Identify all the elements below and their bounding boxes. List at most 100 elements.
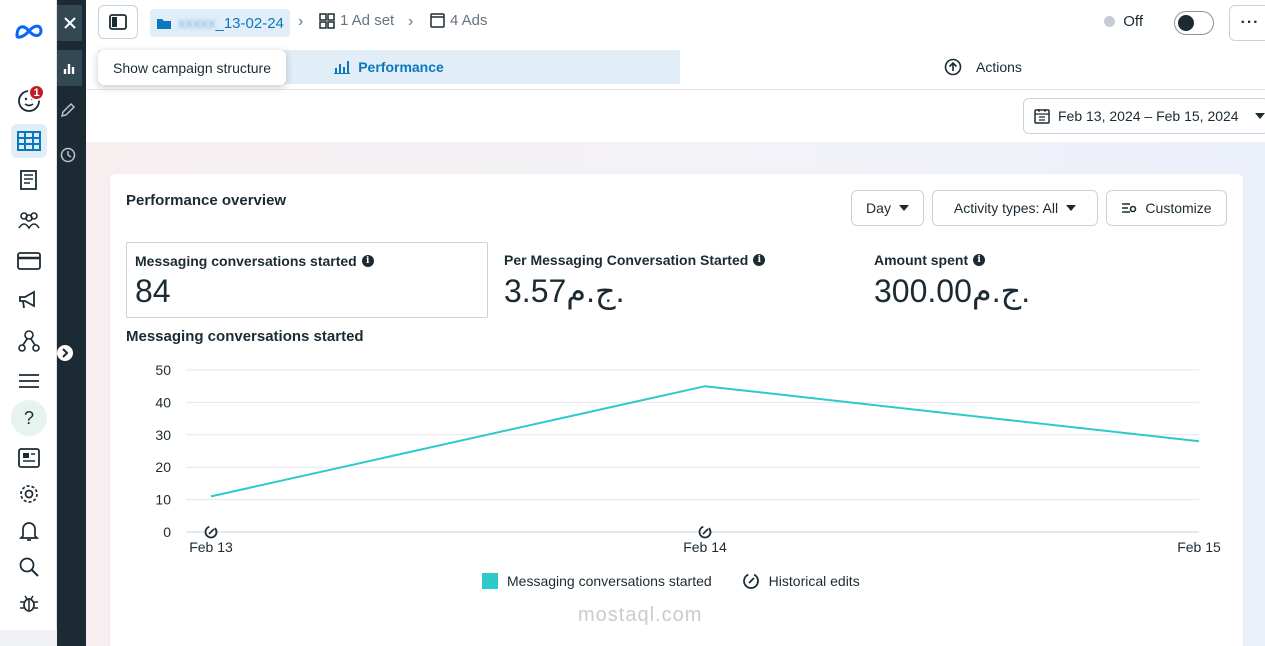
date-range-label: Feb 13, 2024 – Feb 15, 2024 [1058, 108, 1239, 124]
line-chart: 0 10 20 30 40 50 Feb 13 Feb 14 Feb 15 [155, 362, 1221, 555]
watermark: mostaql.com [578, 604, 703, 626]
bell-icon[interactable] [11, 514, 47, 548]
news-icon[interactable] [11, 441, 47, 475]
customize-icon [1122, 203, 1137, 213]
info-icon[interactable]: i [973, 254, 986, 266]
tab-performance-label: Performance [358, 59, 444, 75]
structure-tooltip: Show campaign structure [98, 50, 286, 85]
metric-label: Amount spent i [874, 252, 986, 268]
activity-types-label: Activity types: All [953, 200, 1059, 216]
close-icon [63, 17, 76, 29]
tab-actions-label: Actions [976, 59, 1022, 75]
x-tick-label: Feb 14 [683, 539, 727, 555]
legend-item-series[interactable]: Messaging conversations started [482, 573, 712, 589]
tab-actions[interactable]: Actions [944, 58, 1022, 76]
panel-left-icon [109, 14, 127, 30]
chevron-right-icon [62, 348, 69, 358]
calendar-icon [1034, 109, 1050, 124]
pencil-icon[interactable] [57, 99, 79, 121]
date-row: Feb 13, 2024 – Feb 15, 2024 [86, 90, 1265, 142]
metric-label-text: Per Messaging Conversation Started [504, 252, 749, 268]
metric-label: Per Messaging Conversation Started i [504, 252, 766, 268]
pages-icon[interactable] [11, 163, 47, 197]
historical-edit-marker-needle [208, 528, 215, 535]
campaign-name: _13-02-24 [215, 14, 284, 32]
customize-button[interactable]: Customize [1106, 190, 1227, 226]
more-options-button[interactable]: ··· [1229, 5, 1265, 41]
ad-icon [430, 13, 445, 28]
campaign-name-redacted: xxxxx [178, 14, 216, 32]
metric-amount-spent[interactable]: Amount spent i 300.00ج.م. [866, 242, 1226, 318]
y-tick-label: 40 [155, 394, 171, 410]
breadcrumb-ad-set[interactable]: 1 Ad set [319, 12, 394, 29]
day-dropdown[interactable]: Day [851, 190, 924, 226]
settings-gear-icon[interactable] [11, 477, 47, 511]
chevron-down-icon [898, 205, 909, 211]
legend-swatch [482, 573, 498, 589]
historical-edit-marker-needle [702, 528, 709, 535]
y-tick-label: 20 [155, 459, 171, 475]
status-dot-icon [1104, 16, 1116, 27]
bug-report-icon[interactable] [11, 586, 47, 620]
bar-chart-icon [334, 61, 351, 74]
info-icon[interactable]: i [361, 255, 374, 267]
metric-value: 84 [135, 273, 171, 309]
main-content: Performance overview Day Activity types:… [86, 142, 1265, 646]
chart-legend: Messaging conversations started Historic… [482, 572, 860, 590]
notification-badge: 1 [28, 84, 45, 101]
notifications-face-icon[interactable]: 1 [11, 84, 47, 118]
ads-manager-table-icon[interactable] [11, 124, 47, 158]
close-panel-button[interactable] [57, 5, 82, 41]
folder-icon [157, 18, 171, 29]
menu-icon[interactable] [11, 364, 47, 398]
bar-chart-icon [63, 64, 74, 74]
chevron-down-icon [1254, 113, 1265, 119]
business-network-icon[interactable] [11, 324, 47, 358]
metric-label-text: Amount spent [874, 252, 969, 268]
customize-label: Customize [1145, 200, 1212, 216]
y-tick-label: 50 [155, 362, 171, 378]
billing-card-icon[interactable] [11, 244, 47, 278]
campaign-on-off-toggle[interactable] [1174, 11, 1214, 35]
y-tick-label: 0 [163, 524, 171, 540]
breadcrumb-chevron-icon: › [408, 13, 414, 30]
y-tick-label: 10 [155, 492, 171, 508]
performance-overview-card: Performance overview Day Activity types:… [110, 174, 1243, 646]
y-tick-label: 30 [155, 427, 171, 443]
breadcrumb-ads[interactable]: 4 Ads [430, 12, 488, 29]
campaign-header: xxxxx _13-02-24 › 1 Ad set › 4 Ads Off ·… [86, 0, 1265, 46]
x-tick-label: Feb 13 [189, 539, 233, 555]
day-label: Day [866, 200, 891, 216]
breadcrumb-campaign[interactable]: xxxxx _13-02-24 [150, 9, 290, 37]
audiences-icon[interactable] [11, 203, 47, 237]
x-tick-label: Feb 15 [1177, 539, 1221, 555]
date-range-picker[interactable]: Feb 13, 2024 – Feb 15, 2024 [1023, 98, 1265, 134]
status-label: Off [1123, 13, 1143, 30]
megaphone-icon[interactable] [11, 283, 47, 317]
campaign-tools-strip [57, 0, 86, 646]
metric-label: Messaging conversations started i [135, 253, 374, 269]
chevron-down-icon [1066, 205, 1077, 211]
metric-messaging-conversations[interactable]: Messaging conversations started i 84 [126, 242, 488, 318]
metric-label-text: Messaging conversations started [135, 253, 357, 269]
strip-charts-button[interactable] [57, 50, 82, 86]
history-clock-icon[interactable] [57, 144, 79, 166]
ads-label: 4 Ads [450, 12, 488, 29]
breadcrumb-chevron-icon: › [298, 13, 304, 30]
help-icon[interactable]: ? [11, 400, 47, 436]
legend-item-historical-edits[interactable]: Historical edits [742, 572, 860, 590]
metric-cost-per-conversation[interactable]: Per Messaging Conversation Started i 3.57… [496, 242, 856, 318]
legend-edits-label: Historical edits [768, 573, 860, 589]
expand-panel-button[interactable] [57, 345, 73, 361]
card-title: Performance overview [126, 192, 287, 209]
meta-logo-icon[interactable] [11, 14, 47, 48]
chart-title: Messaging conversations started [126, 328, 364, 345]
activity-types-dropdown[interactable]: Activity types: All [932, 190, 1098, 226]
info-icon[interactable]: i [753, 254, 766, 266]
ad-set-label: 1 Ad set [340, 12, 395, 29]
legend-series-label: Messaging conversations started [507, 573, 712, 589]
search-icon[interactable] [11, 550, 47, 584]
more-icon: ··· [1240, 14, 1260, 31]
metric-value: 300.00ج.م. [874, 273, 1031, 309]
campaign-structure-button[interactable] [98, 5, 138, 39]
